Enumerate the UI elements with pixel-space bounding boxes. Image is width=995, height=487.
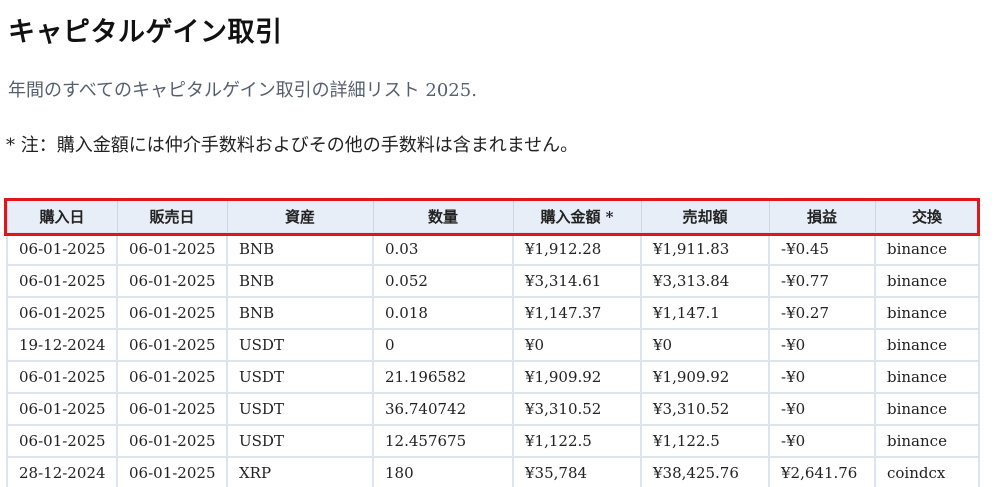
profit-loss-cell: ¥2,641.76 (768, 455, 876, 487)
table-row: 06-01-2025 06-01-2025 BNB 0.018 ¥1,147.37 ¥1,… (6, 295, 980, 330)
asset-cell: BNB (226, 295, 374, 330)
profit-loss-cell: -¥0 (768, 359, 876, 394)
quantity-cell: 180 (372, 455, 514, 487)
exchange-cell: binance (874, 327, 980, 362)
sale-date-cell: 06-01-2025 (116, 423, 228, 458)
column-header-quantity[interactable]: 数量 (372, 200, 514, 233)
purchase-amount-cell: ¥1,147.37 (512, 295, 642, 330)
purchase-date-cell: 28-12-2024 (6, 455, 118, 487)
exchange-cell: binance (874, 263, 980, 298)
purchase-date-cell: 06-01-2025 (6, 263, 118, 298)
asset-cell: USDT (226, 423, 374, 458)
capital-gains-table-wrapper: 購入日 販売日 資産 数量 購入金額 * 売却額 損益 交換 06-01-202… (4, 198, 980, 487)
sale-date-cell: 06-01-2025 (116, 359, 228, 394)
quantity-cell: 0.018 (372, 295, 514, 330)
sale-date-cell: 06-01-2025 (116, 295, 228, 330)
profit-loss-cell: -¥0 (768, 327, 876, 362)
asset-cell: USDT (226, 327, 374, 362)
exchange-cell: binance (874, 231, 980, 266)
purchase-amount-cell: ¥1,122.5 (512, 423, 642, 458)
purchase-amount-cell: ¥3,314.61 (512, 263, 642, 298)
capital-gains-table: 購入日 販売日 資産 数量 購入金額 * 売却額 損益 交換 06-01-202… (6, 200, 980, 487)
sale-amount-cell: ¥38,425.76 (640, 455, 770, 487)
profit-loss-cell: -¥0 (768, 391, 876, 426)
column-header-asset[interactable]: 資産 (226, 200, 374, 233)
purchase-date-cell: 06-01-2025 (6, 231, 118, 266)
quantity-cell: 21.196582 (372, 359, 514, 394)
purchase-date-cell: 06-01-2025 (6, 295, 118, 330)
exchange-cell: binance (874, 295, 980, 330)
sale-date-cell: 06-01-2025 (116, 263, 228, 298)
purchase-date-cell: 19-12-2024 (6, 327, 118, 362)
quantity-cell: 12.457675 (372, 423, 514, 458)
sale-amount-cell: ¥1,909.92 (640, 359, 770, 394)
profit-loss-cell: -¥0 (768, 423, 876, 458)
table-row: 19-12-2024 06-01-2025 USDT 0 ¥0 ¥0 -¥0 binance (6, 327, 980, 362)
fee-note: * 注：購入金額には仲介手数料およびその他の手数料は含まれません。 (6, 135, 579, 156)
exchange-cell: binance (874, 423, 980, 458)
sale-amount-cell: ¥1,147.1 (640, 295, 770, 330)
purchase-amount-cell: ¥0 (512, 327, 642, 362)
purchase-amount-cell: ¥1,909.92 (512, 359, 642, 394)
purchase-amount-cell: ¥3,310.52 (512, 391, 642, 426)
purchase-date-cell: 06-01-2025 (6, 391, 118, 426)
asset-cell: BNB (226, 231, 374, 266)
profit-loss-cell: -¥0.77 (768, 263, 876, 298)
purchase-amount-cell: ¥1,912.28 (512, 231, 642, 266)
exchange-cell: binance (874, 391, 980, 426)
table-row: 06-01-2025 06-01-2025 BNB 0.052 ¥3,314.61 ¥3,… (6, 263, 980, 298)
sale-date-cell: 06-01-2025 (116, 455, 228, 487)
column-header-profit-loss[interactable]: 損益 (768, 200, 876, 233)
table-body: 06-01-2025 06-01-2025 BNB 0.03 ¥1,912.28 ¥1,9… (6, 231, 980, 487)
sale-amount-cell: ¥3,310.52 (640, 391, 770, 426)
sale-date-cell: 06-01-2025 (116, 327, 228, 362)
sale-amount-cell: ¥0 (640, 327, 770, 362)
asset-cell: USDT (226, 391, 374, 426)
asset-cell: XRP (226, 455, 374, 487)
table-row: 06-01-2025 06-01-2025 USDT 36.740742 ¥3,310.… (6, 391, 980, 426)
quantity-cell: 36.740742 (372, 391, 514, 426)
column-header-sale-amount[interactable]: 売却額 (640, 200, 770, 233)
quantity-cell: 0.052 (372, 263, 514, 298)
column-header-purchase-date[interactable]: 購入日 (6, 200, 118, 233)
exchange-cell: binance (874, 359, 980, 394)
page-title: キャピタルゲイン取引 (8, 17, 283, 48)
quantity-cell: 0 (372, 327, 514, 362)
asset-cell: BNB (226, 263, 374, 298)
profit-loss-cell: -¥0.27 (768, 295, 876, 330)
table-row: 06-01-2025 06-01-2025 USDT 12.457675 ¥1,122.… (6, 423, 980, 458)
asset-cell: USDT (226, 359, 374, 394)
quantity-cell: 0.03 (372, 231, 514, 266)
column-header-exchange[interactable]: 交換 (874, 200, 980, 233)
table-row: 06-01-2025 06-01-2025 USDT 21.196582 ¥1,909.… (6, 359, 980, 394)
purchase-amount-cell: ¥35,784 (512, 455, 642, 487)
profit-loss-cell: -¥0.45 (768, 231, 876, 266)
purchase-date-cell: 06-01-2025 (6, 423, 118, 458)
table-header-row: 購入日 販売日 資産 数量 購入金額 * 売却額 損益 交換 (6, 200, 980, 233)
sale-amount-cell: ¥3,313.84 (640, 263, 770, 298)
table-header: 購入日 販売日 資産 数量 購入金額 * 売却額 損益 交換 (6, 200, 980, 233)
table-row: 06-01-2025 06-01-2025 BNB 0.03 ¥1,912.28 ¥1,9… (6, 231, 980, 266)
column-header-sale-date[interactable]: 販売日 (116, 200, 228, 233)
column-header-purchase-amount[interactable]: 購入金額 * (512, 200, 642, 233)
sale-amount-cell: ¥1,122.5 (640, 423, 770, 458)
sale-amount-cell: ¥1,911.83 (640, 231, 770, 266)
sale-date-cell: 06-01-2025 (116, 231, 228, 266)
exchange-cell: coindcx (874, 455, 980, 487)
table-row: 28-12-2024 06-01-2025 XRP 180 ¥35,784 ¥38,425… (6, 455, 980, 487)
purchase-date-cell: 06-01-2025 (6, 359, 118, 394)
page-subtitle: 年間のすべてのキャピタルゲイン取引の詳細リスト 2025. (8, 80, 477, 101)
sale-date-cell: 06-01-2025 (116, 391, 228, 426)
